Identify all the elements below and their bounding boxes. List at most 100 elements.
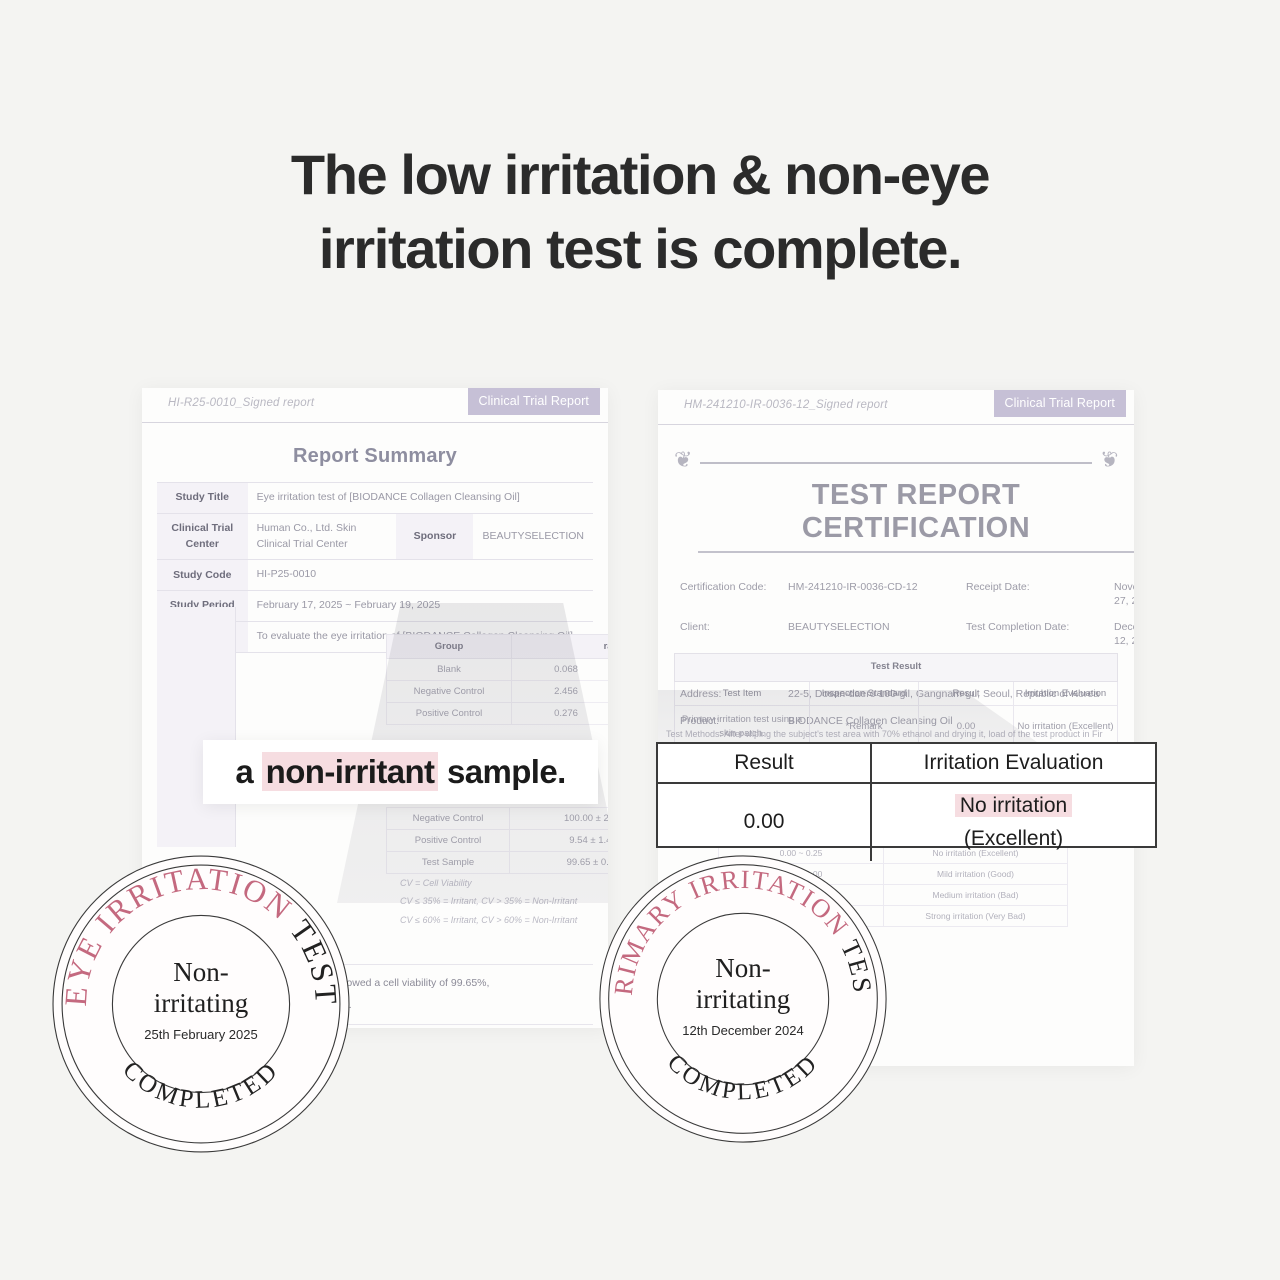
cell-evaluation: No irritation (Excellent) <box>871 783 1155 861</box>
row-label-sponsor: Sponsor <box>396 512 474 561</box>
raw-od-table: Group raw-OD Blank 0.068 0.07 Negative C… <box>386 634 608 725</box>
cell-group: Blank <box>386 658 512 681</box>
cell-value: 99.65 ± 0.20 <box>509 851 608 874</box>
document-topbar: HM-241210-IR-0036-12_Signed report Clini… <box>658 390 1134 425</box>
cell-viability-table: Negative Control 100.00 ± 2.27 NI Positi… <box>386 807 608 874</box>
callout-highlight: non-irritant <box>261 752 439 791</box>
primary-irritation-test-seal: PRIMARY IRRITATION TEST COMPLETED Non- i… <box>597 853 889 1145</box>
table-header-row: Test Item Inspection Standard Result Irr… <box>674 680 1118 706</box>
row-label: Study Code <box>157 559 248 591</box>
cell-group: Positive Control <box>386 829 510 852</box>
table-row: Study Title Eye irritation test of [BIOD… <box>157 482 593 514</box>
column-header-inspection-standard: Inspection Standard <box>809 680 919 706</box>
row-value: Eye irritation test of [BIODANCE Collage… <box>247 482 593 514</box>
column-header-irritation-evaluation: Irritation Evaluation <box>1013 680 1118 706</box>
table-row: Positive Control 9.54 ± 1.43 I <box>386 829 608 852</box>
meta-key: Client: <box>680 621 710 634</box>
column-header-test-item: Test Item <box>674 680 810 706</box>
document-code: HM-241210-IR-0036-12_Signed report <box>684 399 888 411</box>
divider <box>157 964 593 965</box>
meta-value: HM-241210-IR-0036-CD-12 <box>788 581 918 593</box>
cell-group: Test Sample <box>386 851 510 874</box>
cell-grade: Strong irritation (Very Bad) <box>883 905 1068 927</box>
row-label: Study Title <box>157 482 248 514</box>
column-header-group: Group <box>386 634 512 659</box>
table-caption-row: Test Result <box>674 653 1118 682</box>
seal-line-2: irritating <box>153 988 249 1019</box>
table-row: Negative Control 100.00 ± 2.27 NI <box>386 807 608 830</box>
column-header-result: Result <box>658 744 872 784</box>
table-caption: Test Result <box>674 653 1118 682</box>
row-value: February 17, 2025 ~ February 19, 2025 <box>247 590 593 622</box>
no-irritation-result-callout: Result Irritation Evaluation 0.00 No irr… <box>656 742 1157 862</box>
footnote-item: CV = Cell Viability <box>400 878 472 888</box>
document-code: HI-R25-0010_Signed report <box>168 397 315 409</box>
callout-text: a non-irritant sample. <box>235 752 566 791</box>
headline-line-2: irritation test is complete. <box>318 216 963 280</box>
footnotes: CV = Cell Viability CV ≤ 35% = Irritant,… <box>400 874 608 929</box>
row-value: Human Co., Ltd. Skin Clinical Trial Cent… <box>247 512 397 561</box>
non-irritant-sample-callout: a non-irritant sample. <box>203 740 598 804</box>
row-label: Clinical Trial Center <box>157 512 248 561</box>
column-header-rawod: raw-OD <box>511 634 608 659</box>
seal-center-text: Non- irritating 25th February 2025 <box>50 957 352 1042</box>
seal-line-1: Non- <box>173 957 229 987</box>
headline-line-1: The low irritation & non-eye <box>290 143 991 206</box>
ornament-rule <box>700 462 1092 464</box>
evaluation-highlight: No irritation <box>954 794 1073 817</box>
document-topbar: HI-R25-0010_Signed report Clinical Trial… <box>142 388 608 423</box>
sidebar-column-fill <box>157 607 236 847</box>
row-value: HI-P25-0010 <box>247 559 593 591</box>
cell-group: Negative Control <box>386 680 512 703</box>
cell-value: 100.00 ± 2.27 <box>509 807 608 830</box>
seal-graphic: PRIMARY IRRITATION TEST COMPLETED <box>597 853 887 1143</box>
evaluation-highlight-wrap: No irritation <box>872 790 1155 823</box>
callout-after: sample. <box>438 753 566 790</box>
seal-graphic: EYE IRRITATION TEST COMPLETED <box>52 855 350 1153</box>
row-value-sponsor: BEAUTYSELECTION <box>473 512 593 561</box>
cell-grade: Medium irritation (Bad) <box>883 884 1068 906</box>
flourish-right-icon: ❦ <box>1099 447 1118 472</box>
test-methods-text: Test Methods: After wiping the subject's… <box>666 729 1103 739</box>
column-header-result: Result <box>918 680 1014 706</box>
meta-key-2: Test Completion Date: <box>966 621 1070 634</box>
cell-value: 9.54 ± 1.43 <box>509 829 608 852</box>
table-row: Test Sample 99.65 ± 0.20 NI <box>386 851 608 874</box>
certification-title: TEST REPORT CERTIFICATION <box>698 479 1134 553</box>
footnote-item: CV ≤ 35% = Irritant, CV > 35% = Non-Irri… <box>400 896 578 907</box>
ornament-divider: ❦ ❦ <box>674 447 1118 477</box>
seal-date: 25th February 2025 <box>144 1026 258 1042</box>
cell-od1: 0.276 <box>511 702 608 725</box>
seal-line-2: irritating <box>695 984 791 1015</box>
table-header-row: Result Irritation Evaluation <box>658 744 1155 784</box>
cell-result-value: 0.00 <box>658 783 872 862</box>
meta-value-2: December 12, 2024 <box>1114 621 1134 647</box>
cell-od1: 2.456 <box>511 680 608 703</box>
table-row: Blank 0.068 0.07 <box>386 658 608 681</box>
result-evaluation-table: Result Irritation Evaluation 0.00 No irr… <box>658 744 1155 862</box>
meta-row: Certification Code: HM-241210-IR-0036-CD… <box>680 581 1134 608</box>
meta-key: Certification Code: <box>680 581 767 593</box>
meta-row: Client: BEAUTYSELECTION Test Completion … <box>680 621 1134 648</box>
report-summary-title: Report Summary <box>293 445 457 467</box>
column-header-irritation-evaluation: Irritation Evaluation <box>871 744 1155 784</box>
meta-key-2: Receipt Date: <box>966 581 1030 593</box>
eye-irritation-test-seal: EYE IRRITATION TEST COMPLETED Non- irrit… <box>50 853 352 1155</box>
seal-line-1: Non- <box>715 953 771 983</box>
table-row: Study Code HI-P25-0010 <box>157 559 593 591</box>
table-row: Clinical Trial Center Human Co., Ltd. Sk… <box>157 512 593 561</box>
cell-group: Positive Control <box>386 702 512 725</box>
evaluation-sub: (Excellent) <box>963 826 1064 850</box>
flourish-left-icon: ❦ <box>674 447 693 472</box>
table-row: Positive Control 0.276 0.325 <box>386 702 608 725</box>
clinical-trial-report-badge: Clinical Trial Report <box>993 390 1126 417</box>
table-row: 0.00 No irritation (Excellent) <box>658 783 1155 862</box>
page-headline: The low irritation & non-eye irritation … <box>0 138 1280 286</box>
meta-value: BEAUTYSELECTION <box>788 621 890 634</box>
table-header-row: Group raw-OD <box>386 634 608 659</box>
cell-grade: Mild irritation (Good) <box>883 863 1068 885</box>
callout-before: a <box>235 753 262 790</box>
seal-center-text: Non- irritating 12th December 2024 <box>597 953 889 1038</box>
divider <box>157 1024 593 1025</box>
meta-value-2: November 27, 2024 <box>1114 581 1134 607</box>
